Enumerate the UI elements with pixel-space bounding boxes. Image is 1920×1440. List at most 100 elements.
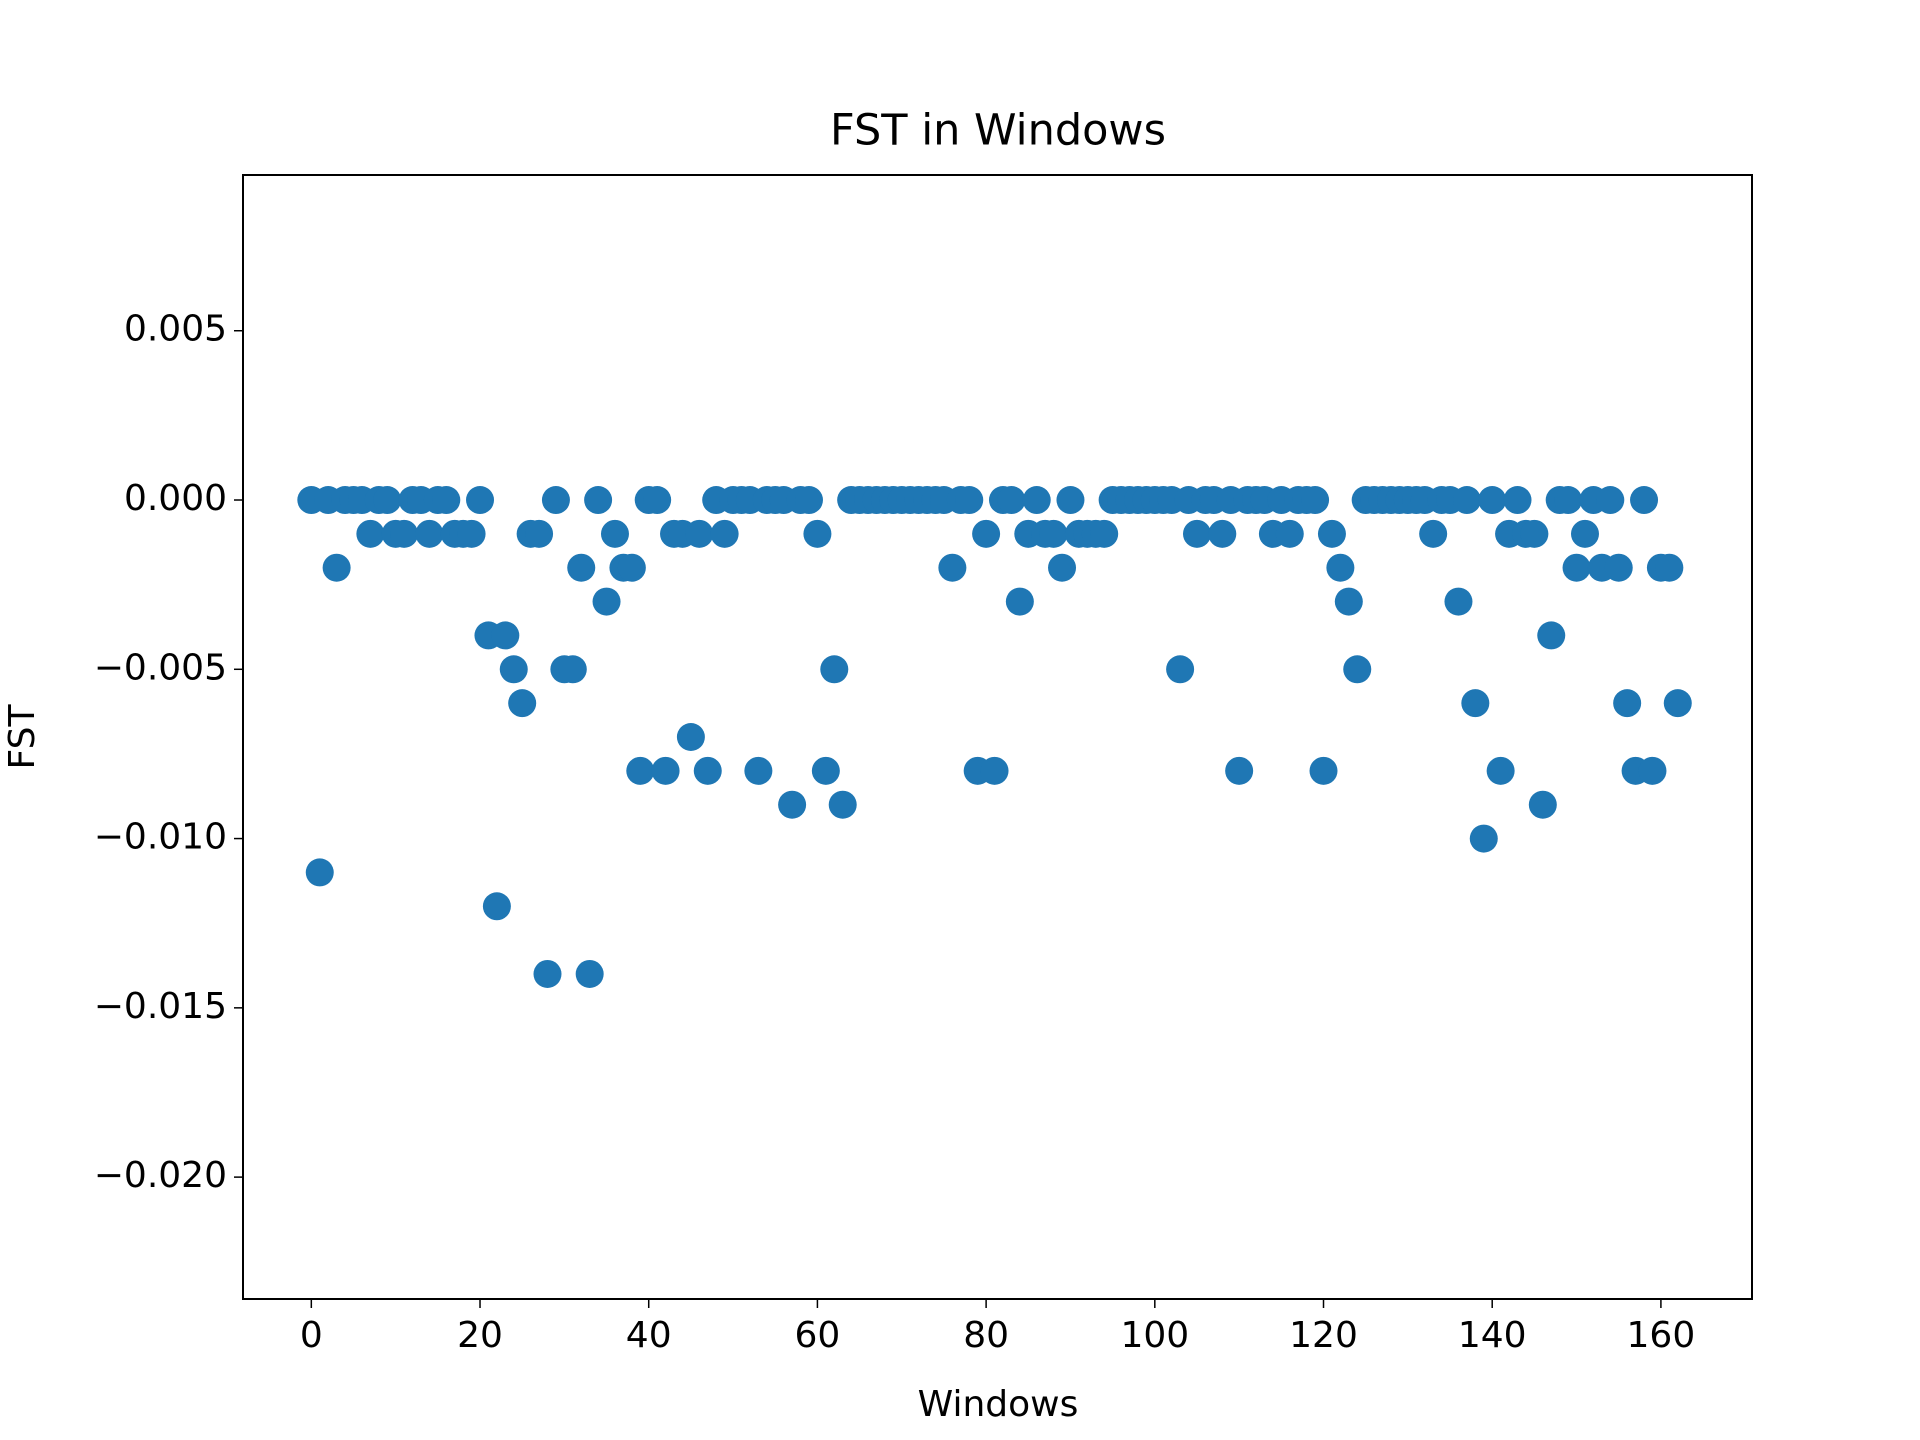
point	[1225, 756, 1254, 785]
point	[1655, 553, 1684, 582]
point	[508, 689, 537, 718]
point	[938, 553, 967, 582]
y-axis-label: FST	[2, 704, 43, 770]
point	[1520, 519, 1549, 548]
point	[626, 756, 655, 785]
point	[390, 519, 419, 548]
point	[567, 553, 596, 582]
point	[1461, 689, 1490, 718]
point	[710, 519, 739, 548]
point	[1604, 553, 1633, 582]
point	[1343, 655, 1372, 684]
point	[972, 519, 1001, 548]
point	[533, 959, 562, 988]
y-tick-label: −0.005	[94, 647, 227, 688]
point	[1182, 519, 1211, 548]
point	[415, 519, 444, 548]
point	[466, 486, 495, 515]
point	[1309, 756, 1338, 785]
point	[955, 486, 984, 515]
x-tick-label: 160	[1627, 1315, 1696, 1356]
point	[1317, 519, 1346, 548]
point	[1039, 519, 1068, 548]
x-tick-label: 120	[1289, 1315, 1358, 1356]
point	[1005, 587, 1034, 616]
point	[643, 486, 672, 515]
point	[541, 486, 570, 515]
point	[803, 519, 832, 548]
y-tick-label: 0.000	[124, 478, 227, 519]
point	[693, 756, 722, 785]
point	[744, 756, 773, 785]
point	[1275, 519, 1304, 548]
point	[1537, 621, 1566, 650]
point	[1419, 519, 1448, 548]
point	[499, 655, 528, 684]
point	[1166, 655, 1195, 684]
point	[778, 790, 807, 819]
point	[432, 486, 461, 515]
point	[1503, 486, 1532, 515]
x-tick-label: 0	[300, 1315, 323, 1356]
point	[1022, 486, 1051, 515]
point	[1663, 689, 1692, 718]
point	[600, 519, 629, 548]
point	[820, 655, 849, 684]
point	[828, 790, 857, 819]
point	[1562, 553, 1591, 582]
point	[1301, 486, 1330, 515]
point	[1570, 519, 1599, 548]
point	[1630, 486, 1659, 515]
y-tick-label: −0.015	[94, 986, 227, 1027]
point	[794, 486, 823, 515]
x-tick-label: 140	[1458, 1315, 1527, 1356]
point	[575, 959, 604, 988]
point	[685, 519, 714, 548]
point	[1444, 587, 1473, 616]
point	[457, 519, 486, 548]
point	[1638, 756, 1667, 785]
point	[617, 553, 646, 582]
point	[1208, 519, 1237, 548]
x-tick-label: 80	[963, 1315, 1009, 1356]
point	[373, 486, 402, 515]
point	[592, 587, 621, 616]
x-tick-label: 20	[457, 1315, 503, 1356]
point	[997, 486, 1026, 515]
point	[676, 723, 705, 751]
point	[811, 756, 840, 785]
point	[525, 519, 554, 548]
point	[356, 519, 385, 548]
x-axis-label: Windows	[918, 1384, 1079, 1425]
point	[980, 756, 1009, 785]
y-tick-label: −0.010	[94, 817, 227, 858]
point	[482, 892, 511, 921]
point	[1554, 486, 1583, 515]
chart-title: FST in Windows	[830, 106, 1166, 156]
point	[558, 655, 587, 684]
point	[1334, 587, 1363, 616]
point	[1478, 486, 1507, 515]
x-tick-label: 100	[1120, 1315, 1189, 1356]
y-tick-label: −0.020	[94, 1155, 227, 1196]
point	[1596, 486, 1625, 515]
x-tick-label: 40	[626, 1315, 672, 1356]
point	[322, 553, 351, 582]
point	[1486, 756, 1515, 785]
point	[584, 486, 613, 515]
point	[651, 756, 680, 785]
point	[1048, 553, 1077, 582]
point	[491, 621, 520, 650]
point	[1090, 519, 1119, 548]
point	[305, 858, 334, 887]
point	[1528, 790, 1557, 819]
point	[1056, 486, 1085, 515]
point	[1613, 689, 1642, 718]
point	[1469, 824, 1498, 853]
x-tick-label: 60	[795, 1315, 841, 1356]
point	[1452, 486, 1481, 515]
y-tick-label: 0.005	[124, 309, 227, 350]
point	[1326, 553, 1355, 582]
plot-frame	[242, 174, 1753, 1300]
